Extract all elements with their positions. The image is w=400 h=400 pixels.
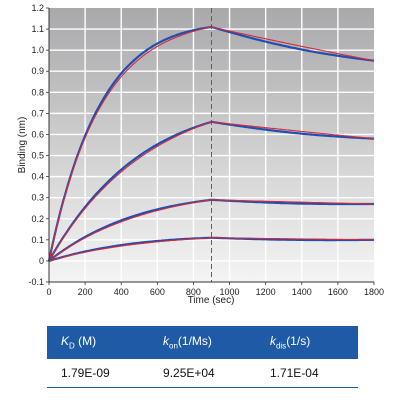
- sensorgram-curves: [47, 25, 375, 262]
- fit-curve: [48, 121, 375, 262]
- kon-value: 9.25E+04: [149, 359, 256, 388]
- x-tick-label: 600: [150, 287, 165, 297]
- y-tick-label: 1.2: [31, 3, 44, 13]
- fit-curve: [48, 199, 374, 262]
- y-tick-label: 0.4: [31, 172, 44, 182]
- y-axis-title: Binding (nm): [17, 117, 28, 174]
- x-tick-label: 1000: [220, 287, 240, 297]
- kd-header: KD (M): [47, 326, 150, 359]
- fit-curve: [48, 26, 375, 262]
- x-tick-label: 200: [78, 287, 93, 297]
- axes: [46, 7, 375, 285]
- y-tick-label: 0.5: [31, 151, 44, 161]
- y-tick-label: 0.9: [31, 66, 44, 76]
- y-tick-label: -0.1: [28, 277, 44, 287]
- kinetics-header-row: KD (M) kon(1/Ms) kdis(1/s): [47, 326, 358, 359]
- x-axis-title: Time (sec): [188, 295, 235, 306]
- x-tick-label: 0: [46, 287, 51, 297]
- y-tick-label: 0: [39, 256, 44, 266]
- y-tick-label: 0.7: [31, 108, 44, 118]
- tick-labels: 0 200 400 600 800 1000 1200 1400 1600 1800-0.100.…: [28, 3, 384, 297]
- kinetics-value-row: 1.79E-09 9.25E+04 1.71E-04: [47, 359, 358, 388]
- y-tick-label: 0.3: [31, 193, 44, 203]
- kdis-header: kdis(1/s): [255, 326, 358, 359]
- binding-chart: 0 200 400 600 800 1000 1200 1400 1600 1800-0.100.…: [17, 3, 384, 306]
- x-tick-label: 1600: [328, 287, 348, 297]
- y-tick-label: 0.2: [31, 214, 44, 224]
- fit-curve: [48, 237, 374, 262]
- x-tick-label: 1400: [292, 287, 312, 297]
- kinetics-table: KD (M) kon(1/Ms) kdis(1/s) 1.79E-09 9.25…: [47, 326, 358, 388]
- y-tick-label: 1.1: [31, 24, 44, 34]
- kd-value: 1.79E-09: [47, 359, 150, 388]
- y-tick-label: 1.0: [31, 45, 44, 55]
- kdis-value: 1.71E-04: [255, 359, 358, 388]
- y-tick-label: 0.8: [31, 87, 44, 97]
- kon-header: kon(1/Ms): [149, 326, 256, 359]
- x-tick-label: 400: [114, 287, 129, 297]
- x-tick-label: 1200: [256, 287, 276, 297]
- y-tick-label: 0.6: [31, 129, 44, 139]
- x-tick-label: 1800: [364, 287, 384, 297]
- y-tick-label: 0.1: [31, 235, 44, 245]
- x-tick-label: 800: [186, 287, 201, 297]
